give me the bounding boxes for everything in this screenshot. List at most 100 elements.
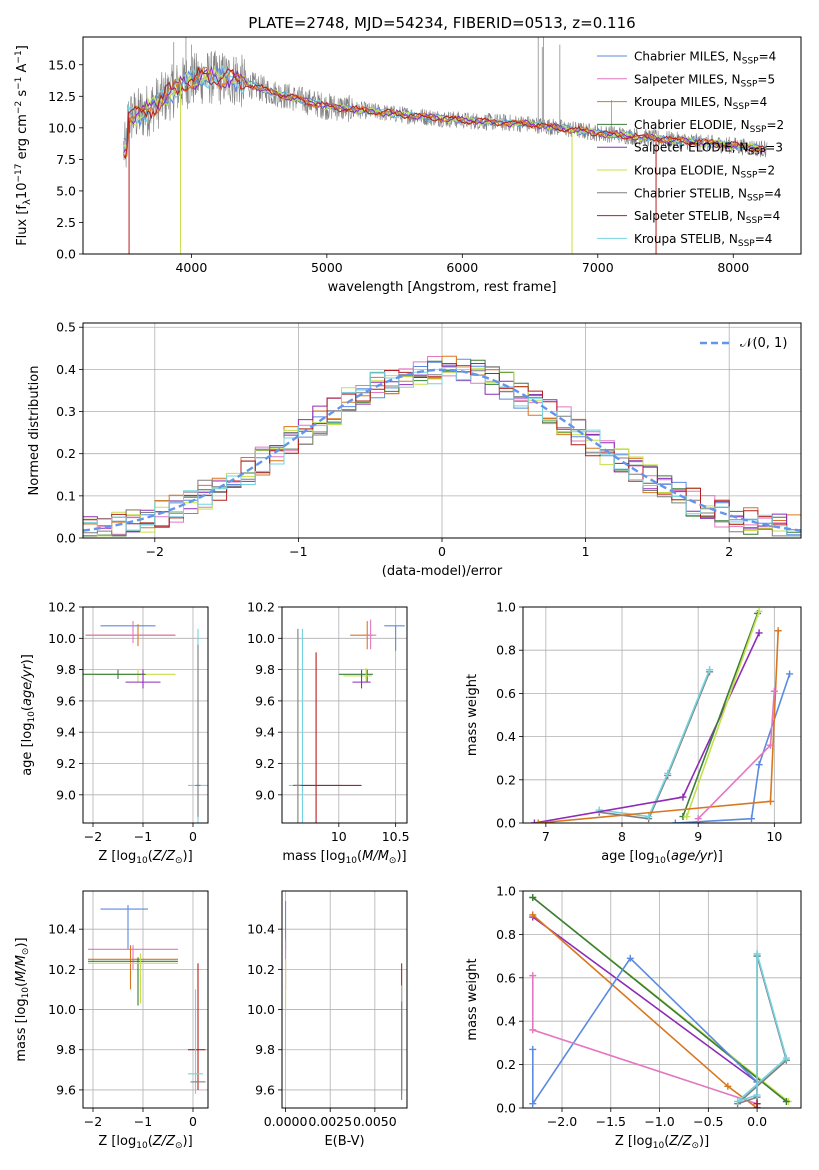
y-axis-label-part: A [15,63,30,76]
y-tick-label: 9.8 [56,662,76,677]
x-tick-label: 7 [542,829,550,844]
y-tick-label: 5.0 [56,183,76,198]
legend-label-sub: SSP [747,193,764,203]
x-tick-label: −2 [84,1114,102,1129]
axes-frame [522,606,802,824]
x-axis-label-part: 10 [136,856,148,866]
x-axis-label-part: ( [148,849,153,864]
panel-mass-vs-z: −2 −1 09.69.810.010.210.4Z [log10(Z/Z⊙)]ma… [14,890,209,1151]
errorbar-point-chabrier_miles [384,625,405,651]
errorbar-point-salpeter_stelib [188,963,206,1090]
x-axis-label-part: 10 [346,856,358,866]
x-axis-label-part: age/yr [671,849,714,864]
y-tick-label: 9.2 [56,756,76,771]
x-tick-label: 5000 [311,260,343,275]
weight-line-chabrier_miles [532,957,758,1108]
axes-frame [82,890,209,1109]
weight-marker [724,1082,732,1090]
x-axis-label-part: )] [699,1134,709,1149]
x-axis-label: wavelength [Angstrom, rest frame] [328,280,557,295]
axes-frame [281,606,408,824]
x-tick-label: 4000 [175,260,207,275]
legend-label-tail: =4 [759,50,777,64]
y-axis-label-part: s [15,90,30,101]
y-tick-label: 0.0 [496,816,516,831]
x-axis-label-part: 10 [653,1141,665,1151]
weight-line-salpeter_elodie [534,632,760,823]
legend-entry: Chabrier STELIB, NSSP=4 [597,186,782,203]
x-tick-label: 8000 [717,260,749,275]
axes-frame [82,36,802,255]
y-tick-label: 0.4 [496,729,516,744]
y-tick-label: 9.8 [255,1042,275,1057]
errorbar-point-chabrier_miles [100,905,148,950]
weight-marker [529,894,537,902]
x-axis-label-part: ⊙ [175,856,183,866]
legend-label: Salpeter MILES, NSSP=5 [634,72,775,89]
legend-label: Kroupa STELIB, NSSP=4 [634,232,772,249]
plot-area [529,894,792,1108]
weight-marker [679,793,687,801]
y-axis-label-part: ( [14,982,29,987]
y-tick-label: 0.4 [56,362,76,377]
weight-line-kroupa_miles [532,914,758,1108]
x-axis-label-part: M/M [362,849,389,864]
legend-label-sub: SSP [733,102,750,112]
weight-marker [755,761,763,769]
weight-marker [755,607,763,615]
y-tick-label: 0.2 [496,1057,516,1072]
errorbar-point-kroupa_stelib [288,628,343,823]
x-tick-label: −2 [146,544,164,559]
y-tick-label: 0.3 [56,404,76,419]
model-line-salpeter_stelib [123,67,767,160]
legend-label-tail: =5 [757,72,775,86]
y-tick-label: 0.0 [56,531,76,546]
x-axis-label-part: 10 [654,856,666,866]
x-tick-label: 0 [189,829,197,844]
axes-frame [281,890,408,1109]
errorbar-point-salpeter_miles [85,621,176,643]
legend-label-main: Chabrier ELODIE, N [634,118,750,132]
y-tick-label: 0.0 [496,1101,516,1116]
x-axis-label-part: )] [713,849,723,864]
errorbar-point-chabrier_elodie [83,669,146,679]
legend-label-main: Kroupa MILES, N [634,95,733,109]
legend-entry: Kroupa ELODIE, NSSP=2 [597,164,775,181]
y-tick-label: 9.2 [255,756,275,771]
y-axis-label-part: age/yr [20,663,35,706]
plot-area [83,621,208,823]
y-axis-label: mass weight [465,674,480,756]
y-tick-label: 0.8 [496,643,516,658]
legend-label: Chabrier MILES, NSSP=4 [634,50,776,67]
plot-area [88,905,206,1094]
gaussian-curve [83,368,801,532]
y-tick-label: 10.2 [48,962,76,977]
x-tick-label: 2 [725,544,733,559]
legend-entry: Chabrier MILES, NSSP=4 [597,50,776,67]
x-tick-label: −1.0 [644,1114,674,1129]
errorbar-point-kroupa_elodie [88,953,178,1004]
weight-marker [734,1097,742,1105]
legend-label-sub: SSP [741,171,758,181]
errorbar-point-chabrier_stelib [195,644,201,817]
legend-label-main: Kroupa STELIB, N [634,232,738,246]
errorbar-point-kroupa_elodie [85,669,176,683]
x-axis-label-part: mass [log [282,849,345,864]
x-axis-label-part: ( [664,1134,669,1149]
plot-area [123,37,768,254]
y-axis-label-part: 10 [21,987,31,999]
errorbar-point-kroupa_stelib [188,989,203,1094]
legend-label: Chabrier ELODIE, NSSP=2 [634,118,784,135]
x-axis-label-part: )] [396,849,406,864]
y-tick-label: 9.6 [255,693,275,708]
errorbar-point-chabrier_stelib [294,628,302,823]
weight-marker [529,1045,537,1053]
x-axis-label: Z [log10(Z/Z⊙)] [615,1134,709,1151]
weight-marker [774,627,782,635]
chart-title: PLATE=2748, MJD=54234, FIBERID=0513, z=0… [248,14,635,32]
plot-area [83,355,801,537]
x-tick-label: 1 [582,544,590,559]
weight-line-salpeter_miles [532,975,758,1105]
weight-marker [529,1100,537,1108]
